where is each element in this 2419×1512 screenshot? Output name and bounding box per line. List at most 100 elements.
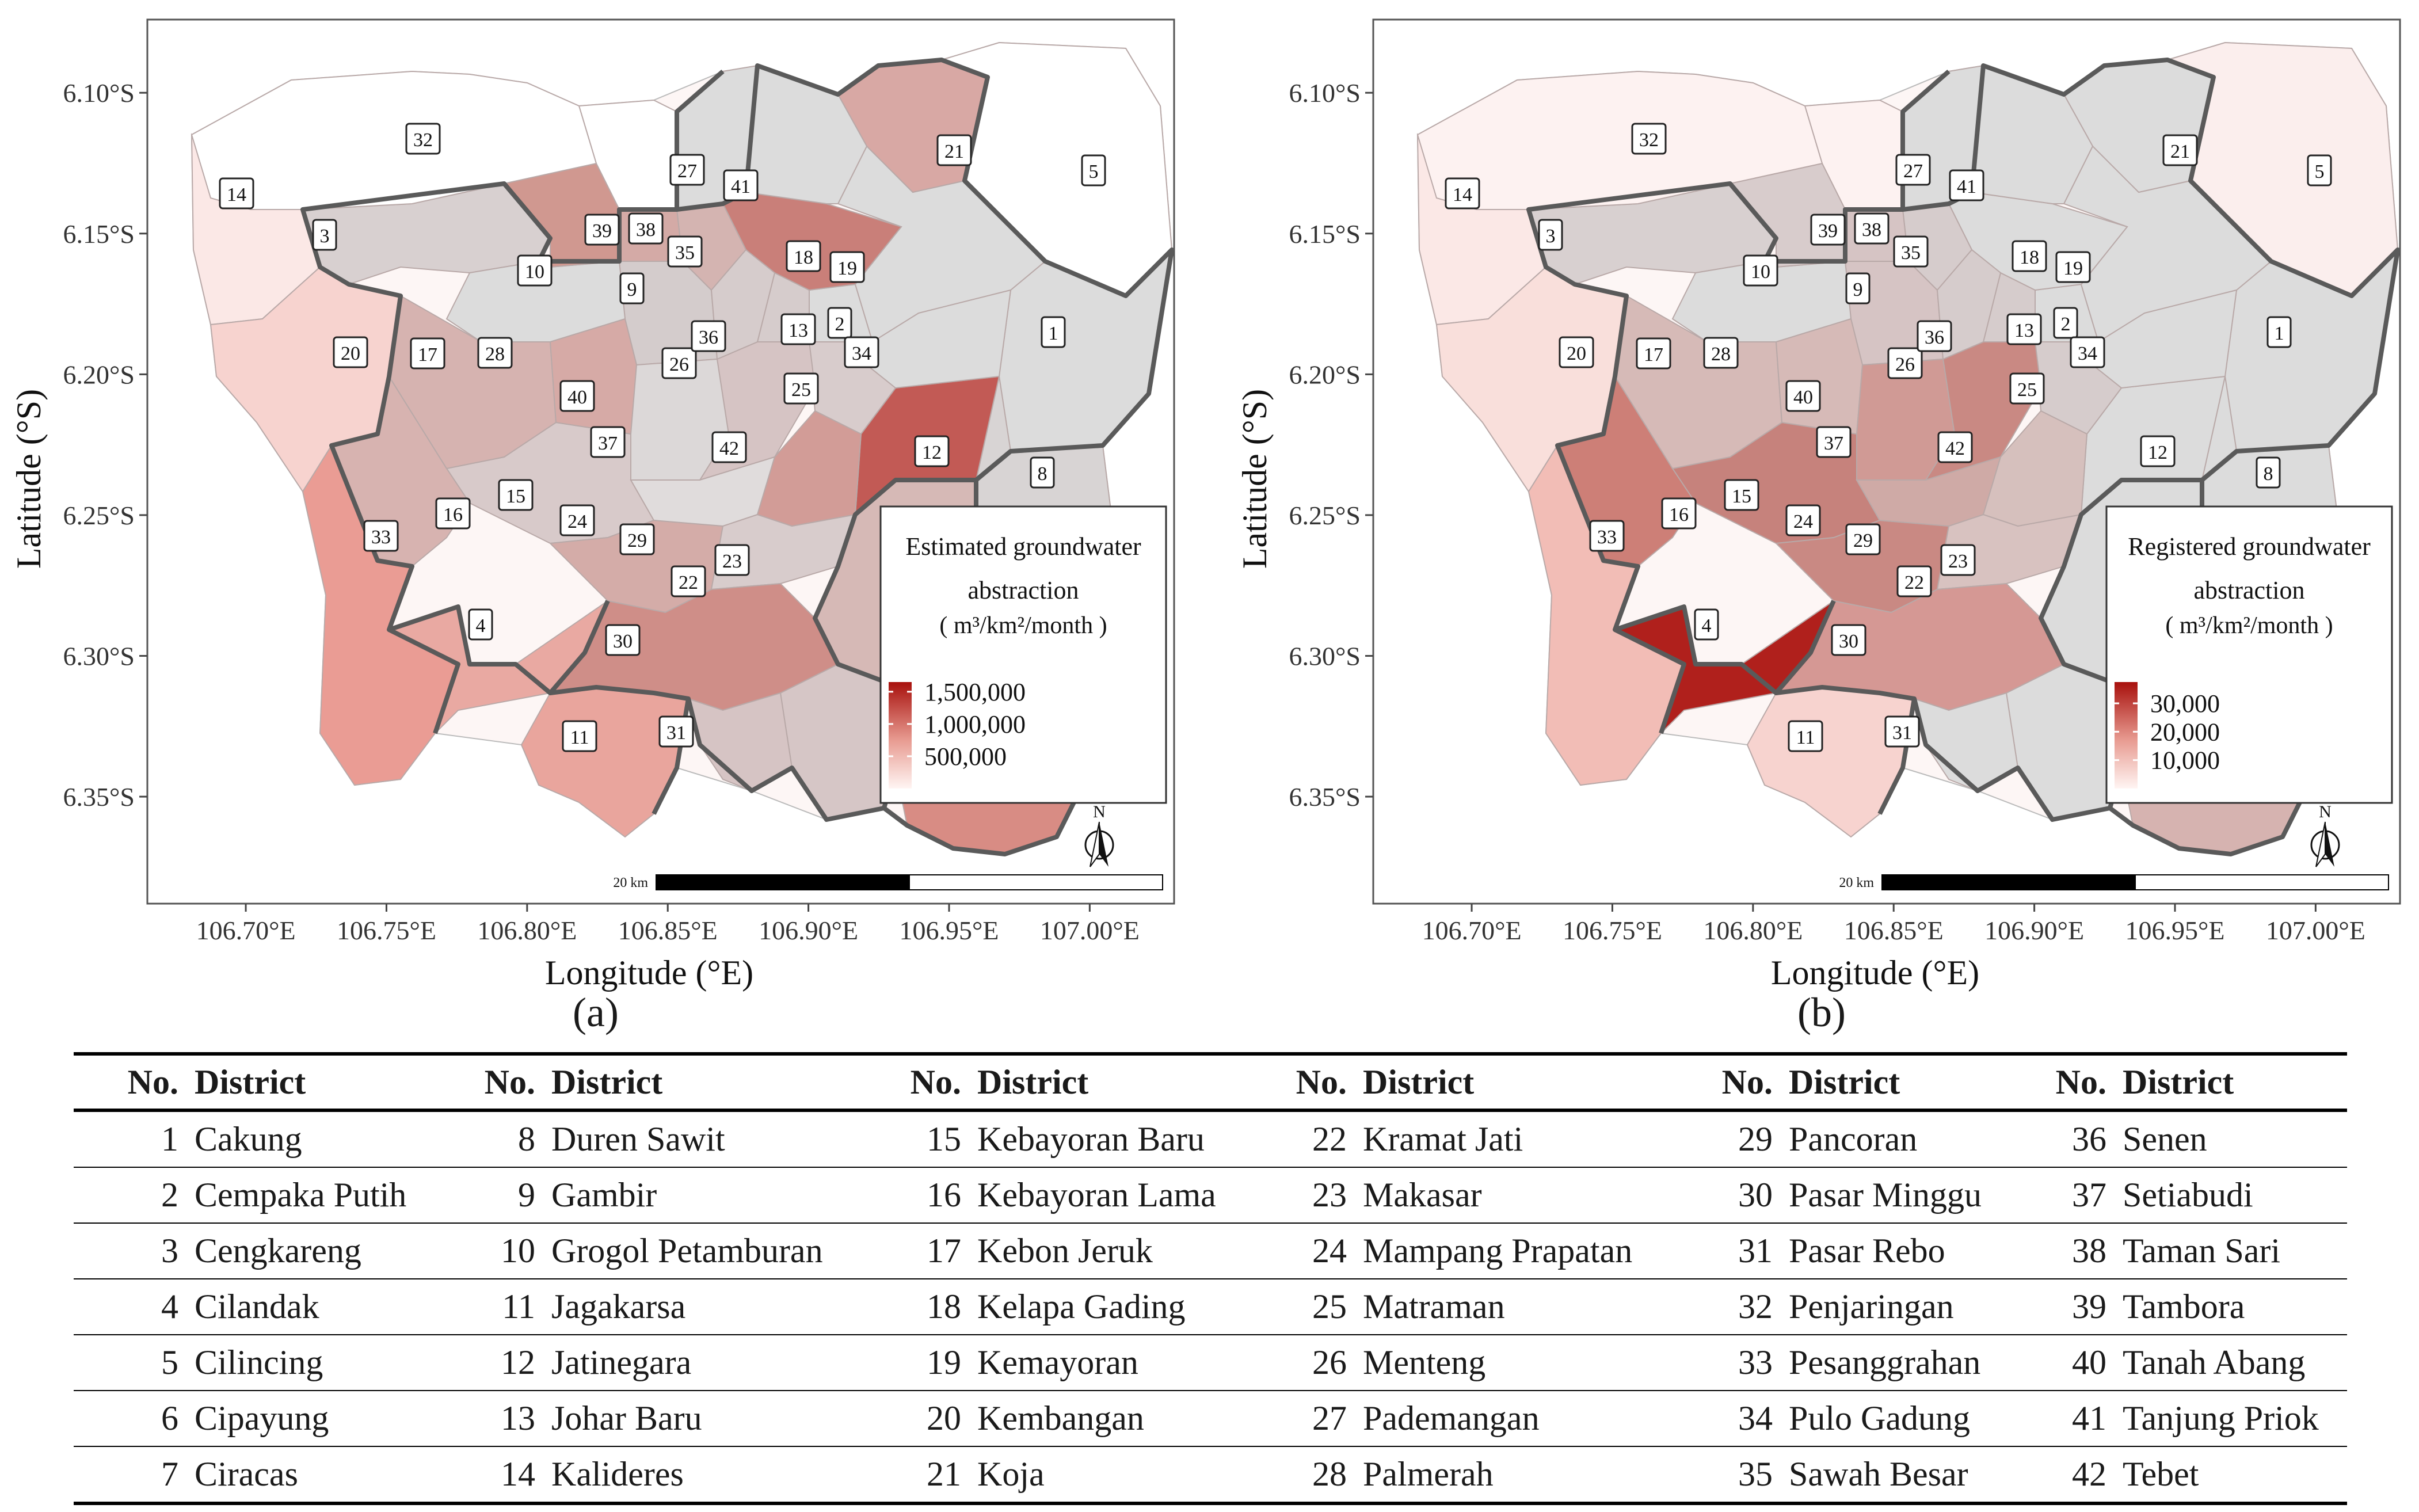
table-row: 5 Cilincing 12 Jatinegara 19 Kemayoran 26 Mente… — [74, 1335, 2347, 1391]
district-name: Cilandak — [195, 1288, 319, 1326]
district-29-label: 29 — [619, 523, 655, 555]
svg-text:26: 26 — [669, 354, 689, 375]
scale-bar: 20 km — [613, 874, 1163, 890]
svg-text:8: 8 — [1038, 463, 1047, 485]
district-name: Ciracas — [195, 1455, 298, 1493]
legend-tick-label: 500,000 — [924, 742, 1007, 771]
svg-text:8: 8 — [2264, 463, 2273, 485]
district-36-label: 36 — [691, 320, 726, 352]
district-21-label: 21 — [936, 134, 972, 166]
svg-text:21: 21 — [2170, 141, 2190, 162]
district-8-label: 8 — [2256, 456, 2281, 489]
svg-text:18: 18 — [794, 247, 813, 268]
district-31-label: 31 — [658, 715, 694, 748]
svg-text:35: 35 — [675, 242, 695, 264]
district-number: 32 — [1738, 1288, 1773, 1326]
district-number: 14 — [501, 1455, 535, 1493]
district-number: 11 — [502, 1288, 535, 1326]
district-number: 22 — [1312, 1120, 1347, 1158]
district-17-label: 17 — [1636, 337, 1671, 370]
district-3-label: 3 — [312, 219, 337, 251]
svg-text:20: 20 — [1567, 343, 1586, 364]
header-district: District — [2123, 1062, 2234, 1101]
district-name: Senen — [2123, 1120, 2207, 1158]
svg-text:22: 22 — [679, 572, 698, 593]
svg-text:14: 14 — [1453, 184, 1472, 205]
x-tick-label: 106.80°E — [477, 916, 577, 945]
svg-text:38: 38 — [1862, 219, 1881, 241]
district-24-label: 24 — [1785, 504, 1821, 536]
district-number: 33 — [1738, 1343, 1773, 1381]
district-16-label: 16 — [1661, 497, 1697, 530]
district-name: Pasar Minggu — [1789, 1176, 1982, 1214]
svg-text:28: 28 — [485, 344, 505, 365]
table-row: 4 Cilandak 11 Jagakarsa 18 Kelapa Gading 25 Mat… — [74, 1279, 2347, 1335]
header-no: No. — [127, 1062, 178, 1101]
district-number: 18 — [927, 1288, 961, 1326]
legend-tick-label: 1,000,000 — [924, 710, 1026, 738]
header-district: District — [1363, 1062, 1475, 1101]
svg-text:12: 12 — [2148, 442, 2167, 463]
district-number: 16 — [927, 1176, 961, 1214]
svg-text:33: 33 — [371, 527, 391, 548]
map-panel-estimated: 1234567891011121314151617181920212223242… — [0, 0, 1197, 1016]
svg-text:9: 9 — [1853, 279, 1863, 300]
district-name: Kemayoran — [977, 1343, 1138, 1381]
district-11-label: 11 — [1788, 720, 1823, 752]
y-axis-label: Latitude (°S) — [1236, 389, 1274, 569]
svg-text:29: 29 — [1853, 530, 1873, 551]
district-22-label: 22 — [671, 565, 706, 597]
header-district: District — [977, 1062, 1089, 1101]
district-name: Tanjung Priok — [2123, 1399, 2319, 1437]
district-name: Makasar — [1363, 1176, 1482, 1214]
legend-title: abstraction — [967, 576, 1079, 604]
svg-text:36: 36 — [699, 327, 718, 348]
y-tick-label: 6.10°S — [63, 78, 135, 108]
svg-text:5: 5 — [1089, 161, 1099, 182]
legend: Registered groundwater abstraction ( m³/km… — [2105, 505, 2393, 804]
district-41-label: 41 — [723, 169, 759, 201]
district-5-label: 5 — [1081, 154, 1106, 186]
x-tick-label: 106.75°E — [1563, 916, 1662, 945]
svg-text:1: 1 — [2275, 323, 2284, 344]
district-name: Cilincing — [195, 1343, 323, 1381]
district-name: Grogol Petamburan — [551, 1232, 823, 1270]
svg-text:23: 23 — [722, 551, 742, 572]
district-number: 7 — [161, 1455, 178, 1493]
svg-text:31: 31 — [666, 722, 686, 744]
district-name: Taman Sari — [2123, 1232, 2281, 1270]
district-name: Menteng — [1363, 1343, 1486, 1381]
district-41-label: 41 — [1949, 169, 1984, 201]
y-tick-label: 6.25°S — [63, 501, 135, 530]
district-number: 5 — [161, 1343, 178, 1381]
svg-text:18: 18 — [2020, 247, 2039, 268]
svg-text:24: 24 — [567, 511, 587, 532]
district-3-label: 3 — [1538, 219, 1563, 251]
district-30-label: 30 — [605, 624, 641, 656]
district-26-label: 26 — [661, 347, 697, 379]
x-tick-label: 106.95°E — [899, 916, 999, 945]
district-layer: 1234567891011121314151617181920212223242… — [191, 41, 1174, 856]
header-no: No. — [1296, 1062, 1347, 1101]
district-21-label: 21 — [2162, 134, 2198, 166]
svg-text:41: 41 — [731, 176, 751, 197]
district-42-area — [1982, 410, 2088, 527]
table-row: 1 Cakung 8 Duren Sawit 15 Kebayoran Baru 22 Kra… — [74, 1110, 2347, 1167]
district-11-label: 11 — [562, 720, 597, 752]
table-row: 6 Cipayung 13 Johar Baru 20 Kembangan 27 Padema… — [74, 1391, 2347, 1446]
district-name: Matraman — [1363, 1288, 1505, 1326]
district-number: 23 — [1312, 1176, 1347, 1214]
legend-tick-label: 30,000 — [2150, 690, 2220, 718]
district-38-label: 38 — [628, 212, 664, 245]
district-number: 1 — [161, 1120, 178, 1158]
district-number: 40 — [2072, 1343, 2106, 1381]
x-tick-label: 107.00°E — [1040, 916, 1140, 945]
district-name: Cakung — [195, 1120, 302, 1158]
y-tick-label: 6.15°S — [1289, 219, 1361, 249]
district-36-label: 36 — [1917, 320, 1952, 352]
district-40-area — [630, 358, 730, 481]
svg-text:26: 26 — [1895, 354, 1915, 375]
district-40-area — [1856, 358, 1956, 481]
scale-bar-label: 20 km — [1839, 875, 1874, 890]
svg-text:32: 32 — [1639, 130, 1659, 151]
